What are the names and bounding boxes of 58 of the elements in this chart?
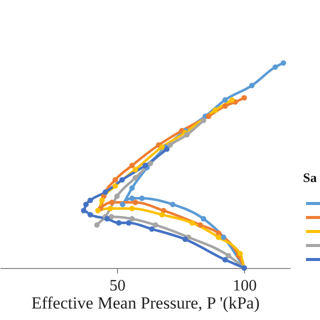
text: Sa	[303, 170, 318, 185]
point	[129, 216, 135, 222]
point	[189, 220, 195, 226]
point	[99, 198, 105, 204]
point	[129, 162, 135, 168]
point	[108, 214, 114, 220]
point	[249, 82, 255, 88]
point	[197, 222, 203, 228]
point	[152, 222, 158, 228]
point	[132, 200, 138, 206]
point	[88, 198, 94, 204]
point	[241, 95, 247, 101]
x-axis-title: Effective Mean Pressure, P '(kPa)	[31, 294, 260, 312]
point	[108, 206, 114, 212]
point	[159, 144, 165, 150]
point	[148, 160, 154, 166]
point	[272, 64, 278, 70]
point	[114, 194, 120, 199]
point	[120, 202, 126, 208]
point	[132, 166, 138, 172]
point	[206, 114, 212, 120]
point	[226, 252, 232, 258]
point	[167, 142, 173, 148]
point	[149, 226, 155, 232]
point	[222, 257, 228, 263]
point	[129, 196, 135, 202]
point	[132, 175, 138, 181]
point	[94, 222, 100, 228]
point	[220, 234, 226, 240]
point	[102, 189, 108, 195]
point	[280, 60, 286, 66]
point	[170, 202, 176, 208]
point	[216, 234, 222, 240]
point	[104, 216, 110, 222]
point	[222, 103, 228, 109]
point	[200, 216, 206, 222]
point	[159, 212, 165, 218]
point	[212, 107, 218, 113]
point	[129, 185, 135, 191]
point	[116, 220, 122, 226]
point	[184, 132, 190, 138]
point	[119, 177, 125, 183]
x-tick-label: 50	[110, 278, 126, 294]
point	[112, 177, 118, 183]
point	[126, 220, 132, 226]
point	[229, 97, 235, 103]
point	[200, 118, 206, 124]
point	[182, 236, 188, 242]
point	[129, 206, 135, 212]
point	[112, 183, 118, 189]
point	[95, 208, 101, 214]
point	[88, 212, 94, 218]
point	[109, 200, 115, 206]
point	[83, 202, 89, 208]
point	[139, 196, 145, 202]
x-tick-label: 100	[232, 278, 257, 294]
point	[222, 97, 228, 103]
point	[80, 208, 86, 214]
